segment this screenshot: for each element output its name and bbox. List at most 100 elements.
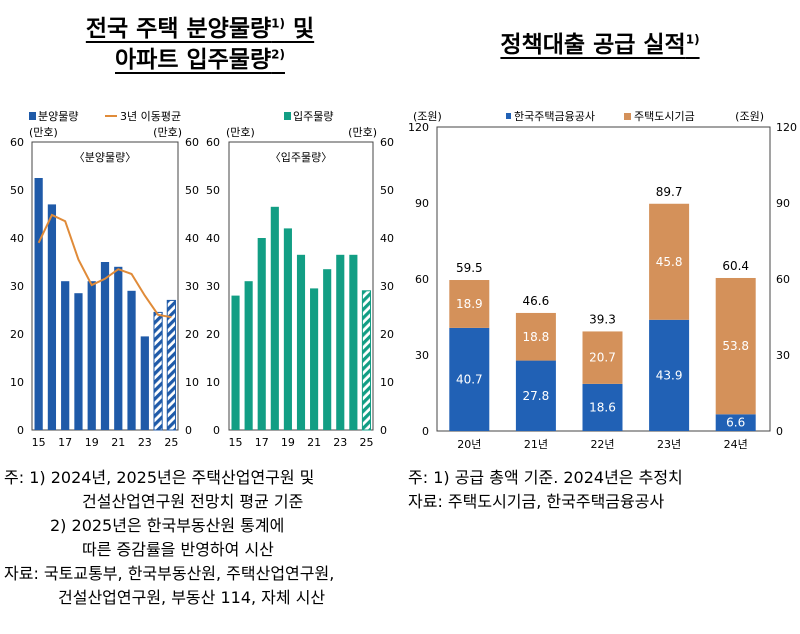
bar-23: [140, 336, 149, 430]
right-title-footnote: 1): [685, 32, 700, 47]
bar-16: [244, 281, 253, 430]
bar-segment-hf-23년: [649, 319, 690, 431]
y-tick-label-right: 40: [380, 232, 394, 245]
x-tick-label: 21년: [524, 438, 548, 451]
bar-segment-hf-21년: [515, 360, 556, 431]
legend-label-hf: 한국주택금융공사: [514, 110, 595, 123]
data-label-hurf: 45.8: [656, 255, 683, 269]
left-title-footnote-2: 2): [271, 47, 285, 62]
legend-swatch-hf: [506, 113, 511, 119]
bar-24: [153, 311, 163, 431]
bar-21: [114, 266, 123, 430]
y-tick-label-left: 120: [408, 121, 429, 134]
right-chart-title: 정책대출 공급 실적1): [400, 30, 800, 61]
bar-segment-hf-24년: [715, 414, 756, 431]
y-tick-label-right: 60: [185, 136, 199, 149]
x-tick-label: 24년: [724, 438, 748, 451]
y-tick-label-left: 20: [206, 328, 220, 341]
x-tick-label: 17: [58, 436, 72, 449]
legend-label: 분양물량: [38, 110, 78, 123]
bar-segment-hurf-23년: [649, 203, 690, 320]
data-label-total: 60.4: [722, 259, 749, 273]
data-label-total: 59.5: [456, 261, 483, 275]
legend-label-hurf: 주택도시기금: [634, 110, 695, 123]
data-label-hf: 40.7: [456, 372, 483, 386]
y-tick-label-left: 60: [10, 136, 24, 149]
y-tick-label-left: 50: [10, 184, 24, 197]
chart-inner-label: 〈입주물량〉: [270, 151, 332, 164]
y-tick-label-left: 60: [206, 136, 220, 149]
y-tick-label-left: 30: [10, 280, 24, 293]
bar-25: [166, 299, 176, 431]
y-tick-label-right: 120: [776, 121, 797, 134]
note-left-1: 주: 1) 2024년, 2025년은 주택산업연구원 및: [4, 468, 315, 487]
y-unit-left: (만호): [29, 126, 58, 139]
note-right-1: 주: 1) 공급 총액 기준. 2024년은 추정치: [408, 468, 683, 487]
y-tick-label-left: 0: [422, 425, 429, 438]
bar-25: [361, 290, 372, 431]
y-tick-label-left: 60: [415, 273, 429, 286]
x-tick-label: 21: [111, 436, 125, 449]
y-tick-label-left: 10: [206, 376, 220, 389]
note-left-3: 2) 2025년은 한국부동산원 통계에: [50, 516, 285, 535]
data-label-hf: 43.9: [656, 368, 683, 382]
x-tick-label: 23: [333, 436, 347, 449]
x-tick-label: 22년: [590, 438, 614, 451]
left-title-line2: 아파트 입주물량: [115, 47, 272, 74]
y-tick-label-left: 30: [206, 280, 220, 293]
y-tick-label-left: 30: [415, 349, 429, 362]
x-tick-label: 15: [229, 436, 243, 449]
bar-segment-hurf-22년: [582, 331, 623, 384]
y-unit-right: (만호): [348, 126, 377, 139]
x-tick-label: 25: [359, 436, 373, 449]
y-tick-label-right: 30: [185, 280, 199, 293]
legend-label: 3년 이동평균: [120, 110, 181, 123]
chart-inner-label: 〈분양물량〉: [74, 151, 136, 164]
y-tick-label-right: 0: [380, 424, 387, 437]
x-tick-label: 19: [85, 436, 99, 449]
bar-18: [270, 206, 279, 430]
bar-24: [349, 254, 358, 430]
bar-17: [61, 281, 70, 430]
y-unit-right: (조원): [735, 110, 764, 123]
data-label-total: 46.6: [523, 294, 550, 308]
note-left-4: 따른 증감률을 반영하여 시산: [82, 540, 274, 559]
x-tick-label: 25: [164, 436, 178, 449]
legend-swatch-hurf: [624, 113, 631, 120]
y-tick-label-right: 0: [776, 425, 783, 438]
y-unit-right: (만호): [153, 126, 182, 139]
legend-bar-swatch: [29, 112, 36, 120]
bar-20: [100, 262, 110, 430]
bar-22: [127, 290, 136, 430]
y-unit-left: (조원): [413, 110, 442, 123]
y-tick-label-left: 10: [10, 376, 24, 389]
bar-19: [283, 228, 292, 430]
x-tick-label: 15: [32, 436, 46, 449]
left-title-footnote-1: 1): [271, 16, 285, 31]
y-tick-label-right: 0: [185, 424, 192, 437]
x-tick-label: 21: [307, 436, 321, 449]
y-tick-label-right: 50: [380, 184, 394, 197]
bar-19: [87, 281, 96, 430]
left-title-line1-end: 및: [284, 16, 315, 42]
bar-15: [231, 295, 240, 430]
notes-right: 주: 1) 공급 총액 기준. 2024년은 추정치 자료: 주택도시기금, 한…: [408, 466, 683, 514]
y-unit-left: (만호): [226, 126, 255, 139]
left-chart-title: 전국 주택 분양물량1) 및 아파트 입주물량2): [0, 14, 400, 76]
note-left-5: 자료: 국토교통부, 한국부동산원, 주택산업연구원,: [4, 564, 335, 583]
y-tick-label-left: 40: [10, 232, 24, 245]
data-label-hurf: 53.8: [722, 339, 749, 353]
y-tick-label-right: 50: [185, 184, 199, 197]
y-tick-label-left: 20: [10, 328, 24, 341]
bar-segment-hurf-24년: [715, 277, 756, 415]
x-tick-label: 19: [281, 436, 295, 449]
y-tick-label-right: 10: [380, 376, 394, 389]
notes-left: 주: 1) 2024년, 2025년은 주택산업연구원 및 건설산업연구원 전망…: [4, 466, 334, 610]
data-label-hurf: 18.8: [523, 330, 550, 344]
note-right-2: 자료: 주택도시기금, 한국주택금융공사: [408, 492, 665, 511]
y-tick-label-right: 60: [380, 136, 394, 149]
y-tick-label-left: 90: [415, 197, 429, 210]
bar-segment-hurf-20년: [449, 280, 490, 328]
